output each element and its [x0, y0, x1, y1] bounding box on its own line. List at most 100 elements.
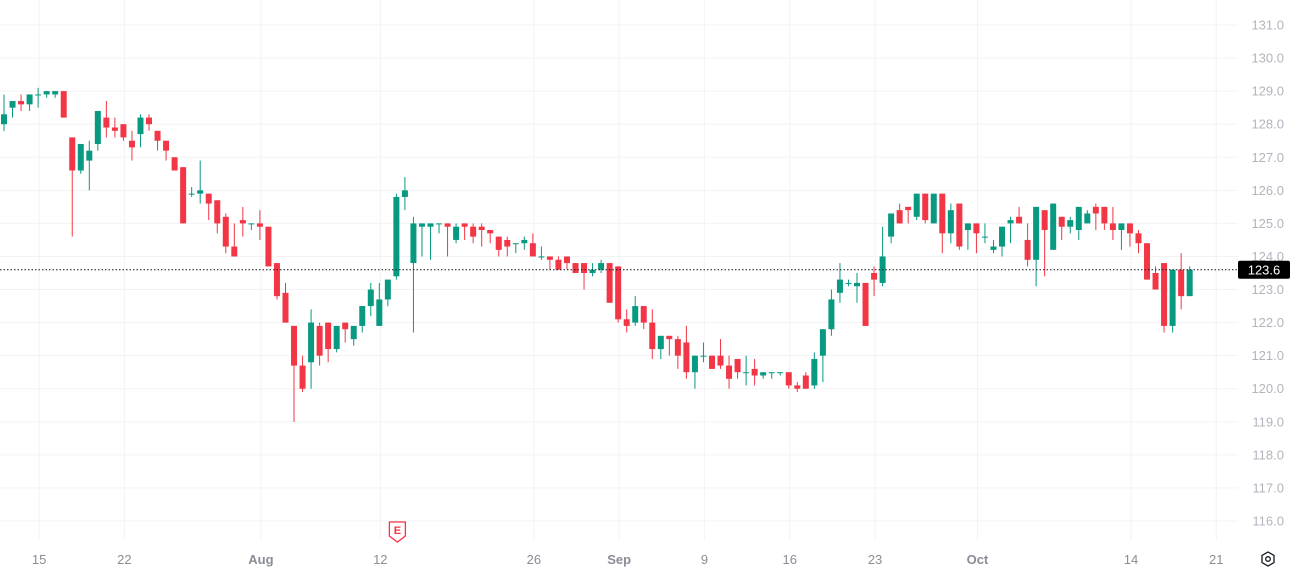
candle-body	[751, 368, 758, 376]
candle	[1152, 266, 1159, 290]
candle-body	[768, 372, 775, 374]
candle	[495, 236, 502, 257]
candle-body	[1126, 223, 1133, 234]
settings-button[interactable]	[1261, 551, 1275, 567]
candle	[947, 203, 954, 244]
candle	[1024, 223, 1031, 267]
candle-body	[640, 306, 647, 323]
candles	[1, 87, 1193, 422]
candle	[171, 157, 178, 171]
candle-body	[470, 226, 477, 237]
price-axis[interactable]: 131.0 130.0 129.0 128.0 127.0 126.0 125.0 124.0…	[1251, 18, 1284, 529]
candle-body	[128, 140, 135, 148]
y-tick-label: 131.0	[1251, 18, 1284, 33]
candle-body	[188, 193, 195, 195]
candle-body	[734, 358, 741, 373]
candle-body	[794, 385, 801, 389]
candle-body	[990, 246, 997, 250]
candle-body	[947, 210, 954, 234]
last-price-label: 123.6	[1238, 260, 1290, 279]
x-tick-label: Aug	[248, 552, 273, 567]
candle	[470, 223, 477, 244]
candle	[862, 282, 869, 326]
candle	[325, 322, 332, 363]
candle-body	[350, 325, 357, 340]
y-tick-label: 122.0	[1251, 315, 1284, 330]
candle-body	[691, 355, 698, 373]
candle	[973, 223, 980, 254]
candle-body	[581, 263, 588, 273]
candle-body	[163, 140, 170, 151]
x-tick-label: 9	[701, 552, 708, 567]
candle	[26, 94, 33, 111]
candle-body	[487, 230, 494, 234]
candle-body	[819, 329, 826, 356]
y-tick-label: 126.0	[1251, 183, 1284, 198]
y-tick-label: 127.0	[1251, 150, 1284, 165]
candle-body	[1144, 243, 1151, 280]
earnings-marker-label: E	[394, 525, 401, 537]
candle	[1058, 216, 1065, 240]
candle	[777, 372, 784, 376]
candle-body	[811, 358, 818, 386]
x-tick-label: Sep	[607, 552, 631, 567]
candle	[1075, 206, 1082, 240]
candle	[529, 233, 536, 257]
candle-body	[103, 117, 110, 128]
candle-body	[563, 256, 570, 264]
x-tick-label: 23	[868, 552, 882, 567]
candle	[1161, 263, 1168, 333]
candle-body	[427, 223, 434, 227]
candle	[674, 335, 681, 369]
candle	[461, 223, 468, 240]
candle-body	[69, 137, 76, 171]
candle	[146, 114, 153, 131]
candle-body	[777, 372, 784, 374]
candle-body	[854, 282, 860, 287]
candle	[828, 289, 835, 336]
candle	[504, 236, 511, 257]
candle	[1169, 269, 1176, 333]
candle	[555, 256, 562, 270]
time-axis[interactable]: 15 22 Aug 12 26 Sep 9 16 23 Oct 14 21	[32, 552, 1224, 567]
candle-body	[111, 127, 118, 131]
candle	[1144, 243, 1151, 280]
candle	[905, 206, 912, 224]
candle-body	[9, 101, 16, 108]
candle	[111, 117, 118, 138]
candle	[521, 236, 528, 250]
candle	[632, 296, 639, 326]
candle	[802, 372, 809, 389]
candle	[120, 124, 127, 141]
candle	[359, 306, 366, 333]
candle-body	[1186, 269, 1193, 297]
candle-body	[120, 124, 127, 138]
y-tick-label: 124.0	[1251, 249, 1284, 264]
candle	[197, 160, 204, 204]
candle-body	[401, 190, 408, 197]
candle-body	[674, 339, 681, 356]
candle	[43, 91, 50, 98]
candle-body	[222, 216, 229, 247]
candle-body	[367, 289, 374, 307]
candle	[256, 210, 263, 240]
candle-body	[973, 223, 980, 234]
y-tick-label: 119.0	[1252, 414, 1284, 429]
candle-body	[896, 210, 903, 224]
candle-body	[197, 190, 204, 194]
candle-body	[1033, 206, 1040, 260]
earnings-marker[interactable]: E	[388, 521, 407, 543]
candle	[205, 193, 212, 221]
candle-body	[999, 226, 1006, 247]
candle	[478, 223, 485, 247]
candle	[913, 193, 920, 221]
candle-body	[717, 355, 724, 366]
candle	[734, 358, 741, 379]
candle-body	[760, 372, 767, 376]
candle-body	[785, 372, 792, 386]
candle	[700, 342, 707, 363]
candle	[717, 339, 724, 369]
candle-body	[862, 282, 869, 326]
candle	[273, 263, 280, 300]
